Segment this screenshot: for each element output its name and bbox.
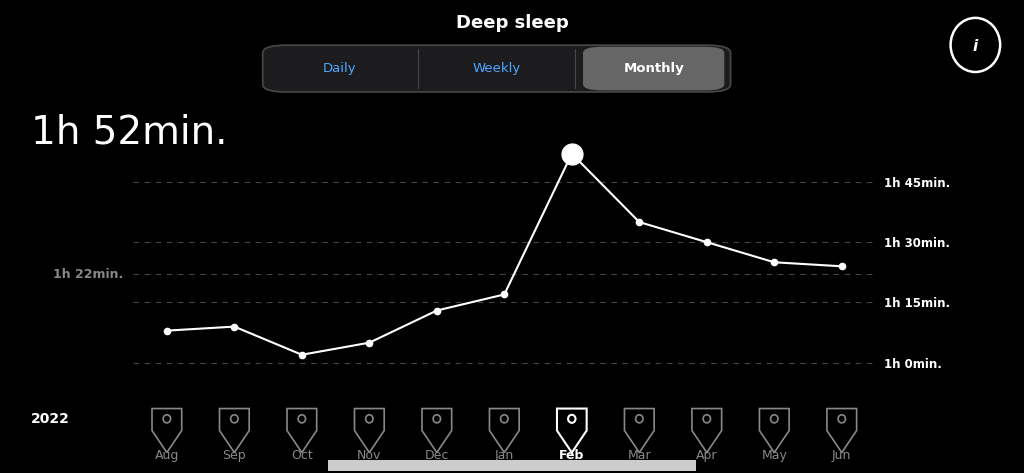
Text: Jun: Jun [833,449,852,462]
Text: Dec: Dec [425,449,449,462]
Text: Weekly: Weekly [472,62,521,75]
FancyBboxPatch shape [583,47,724,90]
FancyBboxPatch shape [263,45,730,92]
Text: Feb: Feb [559,449,585,462]
Text: Deep sleep: Deep sleep [456,14,568,32]
Text: May: May [762,449,787,462]
Text: Apr: Apr [696,449,718,462]
Text: Monthly: Monthly [624,62,684,75]
Text: Sep: Sep [222,449,246,462]
Text: Nov: Nov [357,449,382,462]
Text: Aug: Aug [155,449,179,462]
Text: Mar: Mar [628,449,651,462]
Text: 1h 22min.: 1h 22min. [52,268,123,281]
Text: 1h 52min.: 1h 52min. [31,114,227,151]
Text: i: i [973,39,978,53]
Text: Daily: Daily [323,62,356,75]
FancyBboxPatch shape [309,460,715,471]
Text: 2022: 2022 [31,412,70,426]
Text: Jan: Jan [495,449,514,462]
Text: Oct: Oct [291,449,312,462]
